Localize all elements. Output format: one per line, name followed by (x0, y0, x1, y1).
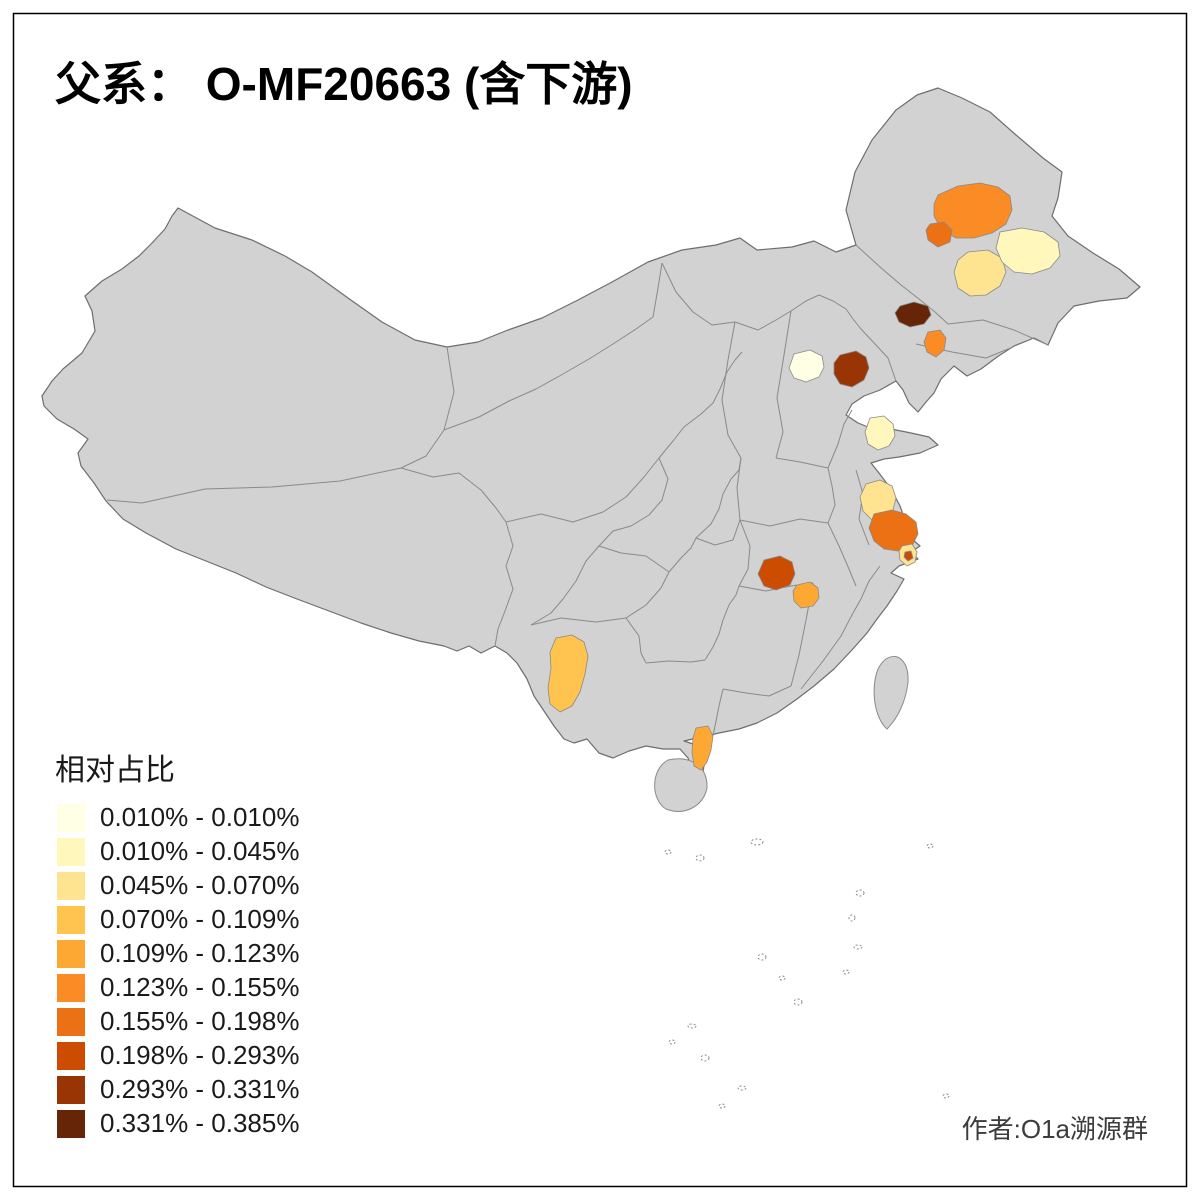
map-region-highlight (792, 581, 820, 609)
legend-label: 0.123% - 0.155% (100, 972, 299, 1002)
legend-label: 0.293% - 0.331% (100, 1074, 299, 1104)
legend-swatch (57, 940, 85, 968)
map-region-highlight (903, 550, 914, 562)
legend-label: 0.155% - 0.198% (100, 1006, 299, 1036)
legend-title: 相对占比 (55, 754, 175, 787)
legend-swatch (57, 838, 85, 866)
taiwan-island (873, 656, 909, 730)
legend-label: 0.331% - 0.385% (100, 1108, 299, 1138)
legend-label: 0.045% - 0.070% (100, 870, 299, 900)
author-credit: 作者:O1a溯源群 (962, 1114, 1148, 1144)
legend-label: 0.010% - 0.045% (100, 836, 299, 866)
map-region-highlight (894, 301, 932, 328)
legend-swatch (57, 1008, 85, 1036)
legend-label: 0.070% - 0.109% (100, 904, 299, 934)
map-title: 父系： O-MF20663 (含下游) (55, 58, 633, 110)
map-region-highlight (953, 249, 1007, 297)
highlighted-regions (547, 182, 1061, 771)
map-region-highlight (933, 182, 1013, 239)
map-region-highlight (925, 221, 953, 248)
map-region-highlight (995, 227, 1061, 275)
legend-swatch (57, 872, 85, 900)
legend: 相对占比 0.010% - 0.010% 0.010% - 0.045% 0.0… (55, 754, 299, 1138)
plot-border (12, 12, 1188, 1188)
map-region-highlight (923, 329, 947, 358)
south-china-sea-islands (664, 838, 950, 1109)
map-region-highlight (788, 349, 825, 383)
legend-label: 0.010% - 0.010% (100, 802, 299, 832)
legend-swatch (57, 804, 85, 832)
legend-swatch (57, 1076, 85, 1104)
map-region-highlight (833, 350, 870, 388)
map-region-highlight (691, 725, 714, 771)
map-region-highlight (757, 555, 796, 591)
legend-label: 0.109% - 0.123% (100, 938, 299, 968)
legend-swatch (57, 906, 85, 934)
legend-swatch (57, 1042, 85, 1070)
legend-label: 0.198% - 0.293% (100, 1040, 299, 1070)
china-mainland (41, 87, 1141, 773)
map-region-highlight (864, 415, 896, 451)
legend-swatch (57, 1110, 85, 1138)
map-region-highlight (547, 634, 589, 713)
legend-swatch (57, 974, 85, 1002)
